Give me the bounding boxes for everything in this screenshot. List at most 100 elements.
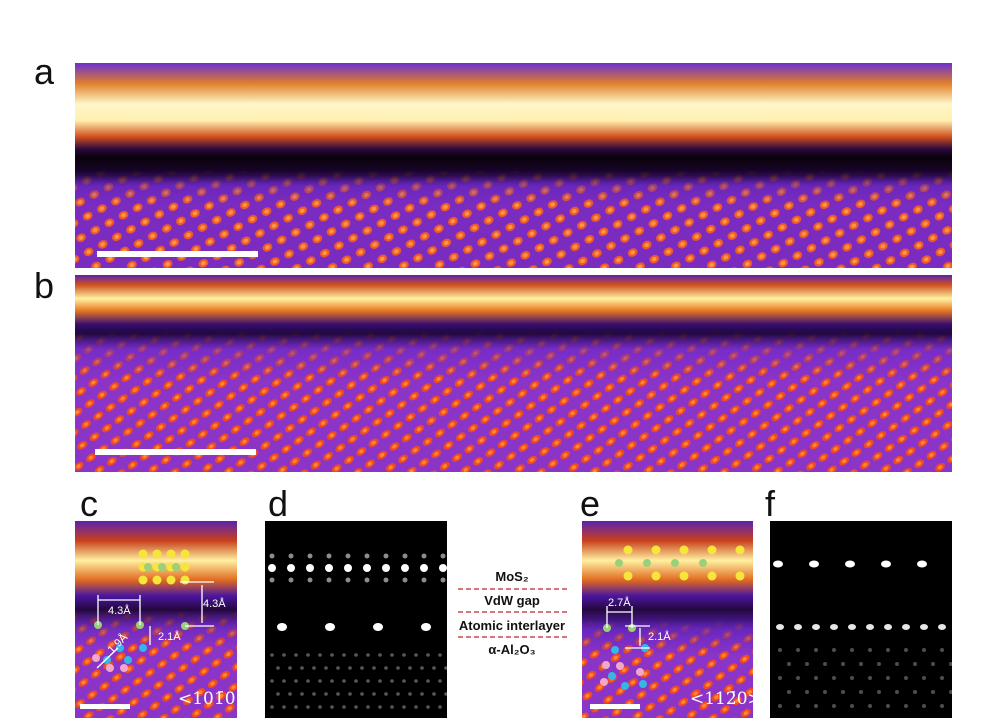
image-f [770,521,952,718]
dot [796,704,800,708]
atom [608,672,616,680]
dot [868,648,872,652]
scale-bar [80,704,130,709]
dot [325,564,333,572]
dot [444,692,448,696]
dot [440,553,446,559]
dot [426,705,430,709]
atom [158,563,166,571]
atom [671,559,679,567]
dot [325,623,335,631]
atom [180,549,190,559]
atom [144,563,152,571]
panel-label: b [34,265,54,306]
dot [402,653,406,657]
dot [306,653,310,657]
atom [106,664,114,672]
dot [312,692,316,696]
dot [363,564,371,572]
dot [414,705,418,709]
dot [307,553,313,559]
dot [845,560,855,568]
dot [384,692,388,696]
dot [318,705,322,709]
dot [778,704,782,708]
atom [166,575,176,585]
dot [408,692,412,696]
dot [294,705,298,709]
panel-label: e [580,483,600,524]
atom [138,575,148,585]
dot [776,624,784,630]
atom [679,571,689,581]
dot [306,705,310,709]
dot [270,653,274,657]
dot [832,648,836,652]
dot [841,662,845,666]
atom [180,575,190,585]
dot [366,679,370,683]
dot [342,653,346,657]
dot [895,662,899,666]
dot [270,679,274,683]
dot [277,623,287,631]
dot [378,679,382,683]
dot [372,692,376,696]
dot [336,692,340,696]
dot [318,679,322,683]
dot [421,553,427,559]
dot [342,679,346,683]
measure-lines [96,581,214,669]
dot [904,676,908,680]
atom [138,549,148,559]
dot [269,577,275,583]
dot [884,624,892,630]
dot [787,662,791,666]
dot [432,666,436,670]
atom [636,668,644,676]
dot [778,676,782,680]
panel-label: a [34,51,55,92]
dot [830,624,838,630]
dot [312,666,316,670]
atom [152,549,162,559]
dot [850,648,854,652]
dot [832,676,836,680]
dot [796,676,800,680]
dot [940,676,944,680]
atom [643,559,651,567]
dot [383,553,389,559]
dot [420,564,428,572]
dot [773,560,783,568]
atom [124,656,132,664]
dot [414,653,418,657]
layer-label: Atomic interlayer [459,618,565,633]
panel-label: c [80,483,98,524]
dot [438,679,442,683]
dot [922,648,926,652]
dot [841,690,845,694]
lattice-b [75,330,952,472]
dot [414,679,418,683]
dot [832,704,836,708]
dot [300,666,304,670]
dot [373,623,383,631]
dot [877,690,881,694]
dot [354,679,358,683]
dot [778,648,782,652]
measure-label: 4.3Å [203,597,226,610]
dot [805,690,809,694]
layer-label: VdW gap [484,593,540,608]
dot [330,705,334,709]
panel-label: d [268,483,288,524]
dot [868,676,872,680]
dot [402,553,408,559]
dot [438,705,442,709]
dot [440,577,446,583]
lattice-e [582,620,753,718]
dot [396,666,400,670]
dot [288,692,292,696]
dot [342,705,346,709]
dot [913,662,917,666]
